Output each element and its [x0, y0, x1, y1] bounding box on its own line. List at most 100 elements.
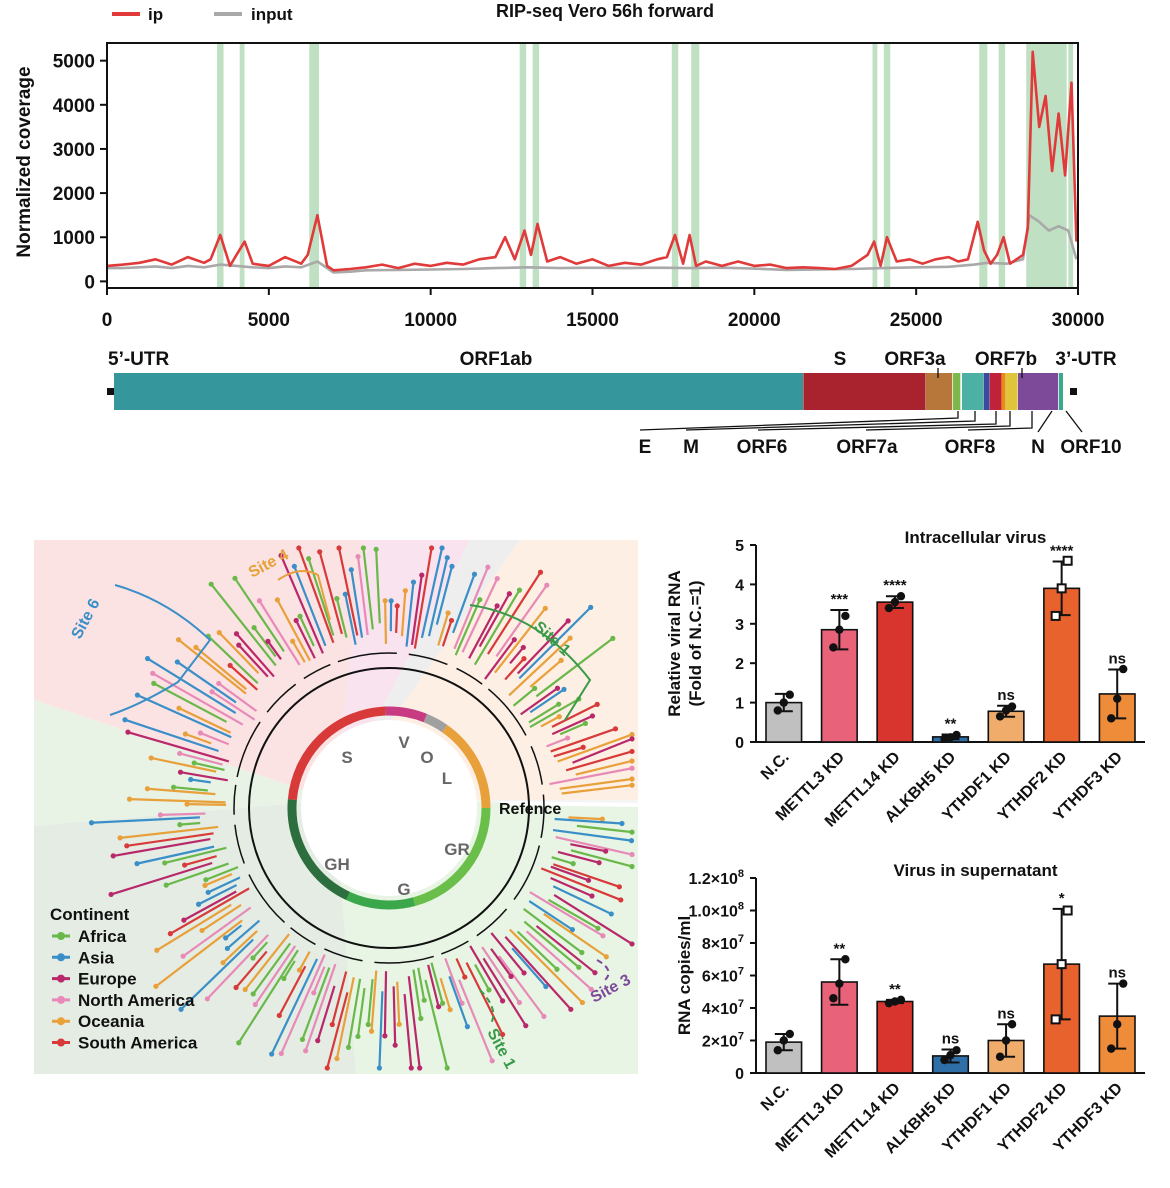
- clade-arc-s: [287, 706, 386, 800]
- tree-leaf-dot: [508, 973, 514, 979]
- tree-leaf: [403, 993, 413, 1069]
- genome-right-end: [1070, 388, 1077, 395]
- tree-leaf-dot: [144, 655, 151, 662]
- tree-leaf-dot: [462, 974, 468, 980]
- tree-leaf-dot: [619, 820, 625, 827]
- x-tick-label: 15000: [566, 310, 619, 331]
- tree-leaf: [570, 849, 633, 868]
- tree-leaf: [498, 955, 545, 1018]
- data-point: [940, 1055, 949, 1065]
- coverage-title: RIP-seq Vero 56h forward: [496, 1, 714, 21]
- label-orf6: ORF6: [737, 437, 788, 458]
- segment-orf10: [1058, 373, 1063, 410]
- data-point: [896, 592, 906, 601]
- tree-leaf-dot: [281, 975, 287, 982]
- data-point: [1001, 706, 1011, 715]
- tree-leaf-dot: [521, 656, 527, 662]
- tree-leaf-dot: [608, 911, 614, 917]
- tree-leaf-dot: [368, 1028, 375, 1034]
- tree-leaf-dot: [227, 662, 233, 669]
- tree-leaf-dot: [177, 769, 184, 775]
- tree-leaf-dot: [276, 1012, 282, 1019]
- tree-leaf: [295, 620, 316, 659]
- tree-leaf: [298, 951, 311, 971]
- tree-leaf-dot: [233, 631, 240, 637]
- tree-leaf: [152, 672, 244, 726]
- tree-leaf: [528, 900, 573, 931]
- tree-leaf-dot: [444, 1065, 450, 1071]
- continent-swatch-dot: [57, 953, 65, 962]
- y-tick-label: 2: [735, 656, 744, 673]
- tree-leaf: [276, 599, 311, 662]
- tree-leaf-dot: [216, 680, 222, 687]
- tree-leaf-dot: [523, 1023, 529, 1029]
- tree-leaf: [437, 612, 450, 646]
- tree-leaf-dot: [392, 1042, 398, 1048]
- tree-leaf-dot: [506, 591, 512, 597]
- tree-leaf-dot: [317, 549, 323, 555]
- y-tick-label: 8×107: [702, 933, 744, 953]
- tree-leaf-dot: [477, 597, 483, 603]
- segment-orf6: [983, 373, 990, 410]
- tree-leaf: [185, 732, 212, 745]
- tree-leaf-dot: [582, 720, 589, 726]
- data-point: [1062, 555, 1073, 566]
- tree-leaf: [229, 664, 259, 691]
- tree-leaf: [400, 590, 407, 637]
- data-point: [1056, 959, 1067, 970]
- tree-leaf-dot: [336, 545, 342, 551]
- tree-leaf: [304, 963, 337, 1052]
- clade-arc-o: [423, 713, 448, 733]
- tree-leaf-dot: [542, 605, 548, 611]
- tree-leaf-dot: [296, 545, 302, 551]
- tree-leaf: [552, 863, 620, 888]
- y-tick-label: 1: [735, 696, 744, 713]
- tree-leaf-dot: [447, 1007, 453, 1013]
- tree-leaf: [210, 583, 277, 667]
- tree-leaf: [337, 547, 359, 636]
- tree-leaf-dot: [170, 784, 177, 790]
- tree-leaf: [461, 578, 499, 653]
- tree-leaf: [550, 865, 589, 882]
- tree-leaf: [207, 635, 259, 684]
- tree-leaf-dot: [521, 970, 527, 976]
- tree-leaf-dot: [448, 617, 455, 624]
- tree-center: [301, 720, 477, 896]
- tree-leaf: [512, 687, 536, 707]
- data-point: [884, 603, 894, 613]
- phylo-tree-panel: S V O L GR G GH Refence Site 6 Site 4 Si…: [34, 540, 639, 1074]
- tree-leaf-dot: [556, 701, 562, 707]
- tree-leaf-dot: [589, 713, 596, 719]
- tree-leaf: [552, 828, 632, 842]
- tree-leaf-dot: [494, 603, 500, 609]
- tree-leaf: [575, 759, 633, 776]
- tree-leaf-dot: [134, 861, 140, 867]
- y-axis-label: RNA copies/ml: [675, 916, 694, 1035]
- data-point: [785, 690, 794, 699]
- tree-leaf: [344, 593, 357, 645]
- tree-leaf: [362, 547, 374, 630]
- tree-leaf: [529, 891, 604, 937]
- tree-leaf-dot: [408, 1065, 414, 1071]
- clade-label-s: S: [341, 748, 352, 767]
- tree-leaf: [576, 824, 633, 834]
- continent-legend-label: Oceania: [78, 1012, 145, 1031]
- y-tick-label: 1.0×108: [688, 901, 744, 921]
- tree-leaf-dot: [449, 563, 455, 569]
- tree-leaf-dot: [554, 685, 561, 691]
- significance-label: ***: [831, 591, 849, 608]
- tree-leaf-dot: [291, 563, 297, 569]
- tree-leaf: [383, 971, 388, 1036]
- data-point: [1050, 610, 1061, 621]
- data-point: [779, 698, 788, 707]
- tree-leaf-dot: [610, 635, 616, 641]
- coverage-ylabel: Normalized coverage: [14, 66, 35, 257]
- tree-leaf-dot: [242, 986, 248, 993]
- tree-leaf: [520, 687, 559, 716]
- tree-leaf-dot: [178, 1006, 184, 1012]
- clade-arc-g: [346, 891, 416, 910]
- tree-leaf: [198, 884, 238, 906]
- significance-label: *: [1059, 890, 1065, 907]
- tree-leaf: [222, 930, 258, 964]
- significance-label: ns: [997, 1005, 1015, 1022]
